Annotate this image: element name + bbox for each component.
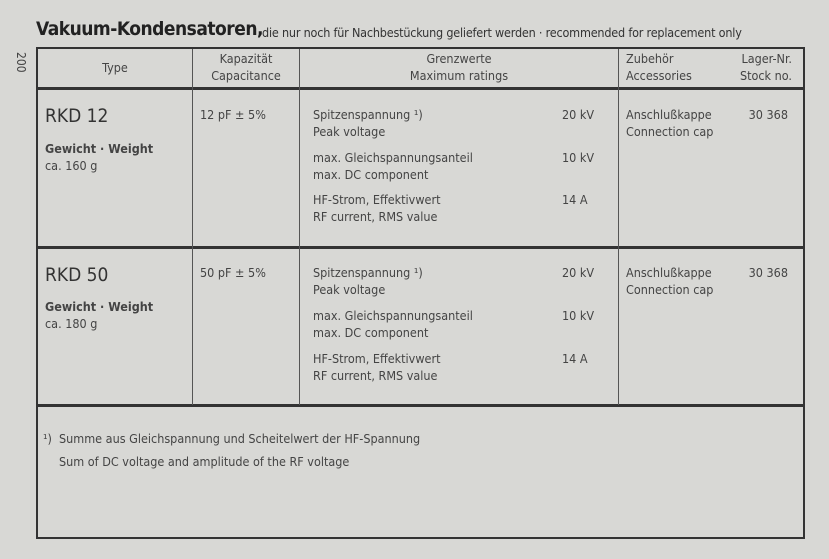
rating-label-en: RF current, RMS value: [313, 209, 438, 224]
rating-value: 20 kV: [562, 107, 595, 122]
rating-value: 10 kV: [562, 308, 595, 323]
row-divider: [36, 246, 804, 249]
footnote-en: Sum of DC voltage and amplitude of the R…: [59, 454, 350, 469]
header-type: Type: [102, 60, 128, 75]
stock-number: 30 368: [748, 265, 788, 280]
column-divider: [192, 49, 193, 405]
page-subtitle: die nur noch für Nachbestückung geliefer…: [262, 25, 742, 40]
rating-label-en: RF current, RMS value: [313, 368, 438, 383]
rating-label-de: max. Gleichspannungsanteil: [313, 308, 473, 323]
accessory-en: Connection cap: [626, 124, 714, 139]
rating-label-de: HF-Strom, Effektivwert: [313, 351, 441, 366]
header-capacitance-en: Capacitance: [211, 68, 281, 83]
header-divider: [36, 87, 804, 90]
row-divider: [36, 404, 804, 407]
rating-label-en: max. DC component: [313, 325, 429, 340]
accessory-de: Anschlußkappe: [626, 107, 712, 122]
rating-label-de: Spitzenspannung ¹): [313, 107, 423, 122]
footnote-marker: ¹): [43, 431, 52, 446]
rating-value: 14 A: [562, 351, 588, 366]
weight-value: ca. 160 g: [45, 158, 98, 173]
type-name: RKD 50: [45, 264, 109, 286]
capacitance-value: 12 pF ± 5%: [200, 107, 266, 122]
type-name: RKD 12: [45, 105, 109, 127]
rating-value: 10 kV: [562, 150, 595, 165]
column-divider: [618, 49, 619, 405]
rating-value: 14 A: [562, 192, 588, 207]
header-stock-de: Lager-Nr.: [741, 51, 792, 66]
stock-number: 30 368: [748, 107, 788, 122]
accessory-de: Anschlußkappe: [626, 265, 712, 280]
weight-value: ca. 180 g: [45, 316, 98, 331]
rating-label-en: Peak voltage: [313, 282, 386, 297]
accessory-en: Connection cap: [626, 282, 714, 297]
weight-label: Gewicht · Weight: [45, 141, 154, 156]
rating-label-de: max. Gleichspannungsanteil: [313, 150, 473, 165]
header-ratings-en: Maximum ratings: [409, 68, 509, 83]
header-stock-en: Stock no.: [739, 68, 792, 83]
rating-label-de: HF-Strom, Effektivwert: [313, 192, 441, 207]
rating-label-en: Peak voltage: [313, 124, 386, 139]
rating-value: 20 kV: [562, 265, 595, 280]
page-title: Vakuum-Kondensatoren,: [36, 18, 264, 40]
footnote-de: Summe aus Gleichspannung und Scheitelwer…: [59, 431, 421, 446]
rating-label-de: Spitzenspannung ¹): [313, 265, 423, 280]
header-accessories-de: Zubehör: [626, 51, 674, 66]
rating-label-en: max. DC component: [313, 167, 429, 182]
header-accessories-en: Accessories: [626, 68, 692, 83]
capacitance-value: 50 pF ± 5%: [200, 265, 266, 280]
page-number: 200: [14, 52, 28, 73]
weight-label: Gewicht · Weight: [45, 299, 154, 314]
header-capacitance-de: Kapazität: [219, 51, 273, 66]
column-divider: [299, 49, 300, 405]
header-ratings-de: Grenzwerte: [426, 51, 492, 66]
spec-table: [36, 47, 805, 539]
